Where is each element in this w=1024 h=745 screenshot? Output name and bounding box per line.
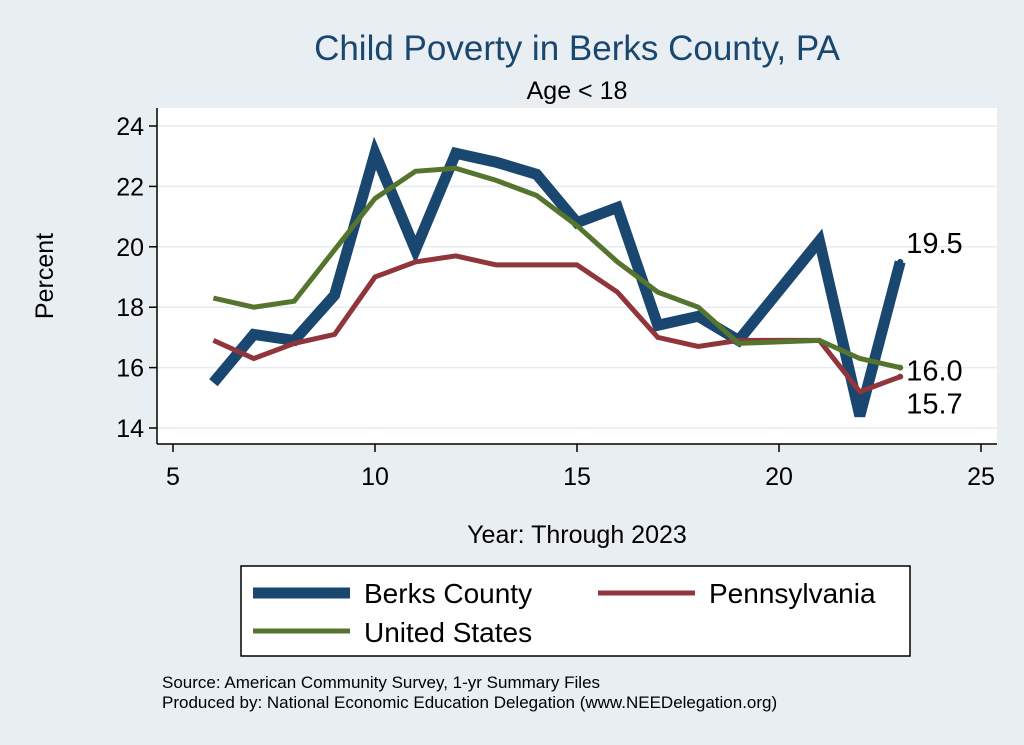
y-tick-label-18: 18 — [116, 294, 144, 322]
source-line-2: Produced by: National Economic Education… — [162, 693, 777, 712]
series-endpoint-united-states — [897, 364, 904, 371]
x-tick-label-20: 20 — [765, 463, 793, 491]
series-endpoint-berks-county — [897, 258, 904, 265]
legend-label-berks-county: Berks County — [364, 578, 532, 609]
legend-label-pennsylvania: Pennsylvania — [709, 578, 876, 609]
end-label-berks-county: 19.5 — [906, 228, 962, 260]
y-tick-label-20: 20 — [116, 234, 144, 262]
y-axis-title: Percent — [31, 233, 59, 319]
series-endpoint-pennsylvania — [897, 373, 904, 380]
axes: 14 16 18 20 22 24 5 10 15 20 25 — [116, 108, 997, 491]
end-label-pennsylvania: 15.7 — [906, 389, 962, 421]
legend-item-berks-county: Berks County — [253, 578, 532, 609]
y-tick-label-16: 16 — [116, 355, 144, 383]
grid-lines — [157, 125, 997, 429]
legend-box — [240, 565, 911, 657]
source-line-1: Source: American Community Survey, 1-yr … — [162, 673, 600, 692]
y-tick-label-22: 22 — [116, 173, 144, 201]
series-line-united-states — [212, 165, 901, 371]
x-tick-label-25: 25 — [967, 463, 995, 491]
chart-title: Child Poverty in Berks County, PA — [314, 29, 841, 68]
x-tick-label-15: 15 — [563, 463, 591, 491]
series-lines — [209, 136, 906, 418]
end-labels: 19.5 15.716.0 — [906, 228, 962, 421]
x-axis-title: Year: Through 2023 — [467, 521, 687, 549]
end-label-united-states: 16.0 — [906, 356, 962, 388]
series-line-berks-county — [209, 136, 906, 418]
x-tick-label-5: 5 — [166, 463, 180, 491]
chart-subtitle: Age < 18 — [527, 77, 628, 105]
x-tick-label-10: 10 — [361, 463, 389, 491]
legend-item-united-states: United States — [253, 617, 532, 648]
y-tick-label-14: 14 — [116, 415, 144, 443]
legend-label-united-states: United States — [364, 617, 532, 648]
y-tick-label-24: 24 — [116, 113, 144, 141]
legend-item-pennsylvania: Pennsylvania — [598, 578, 876, 609]
